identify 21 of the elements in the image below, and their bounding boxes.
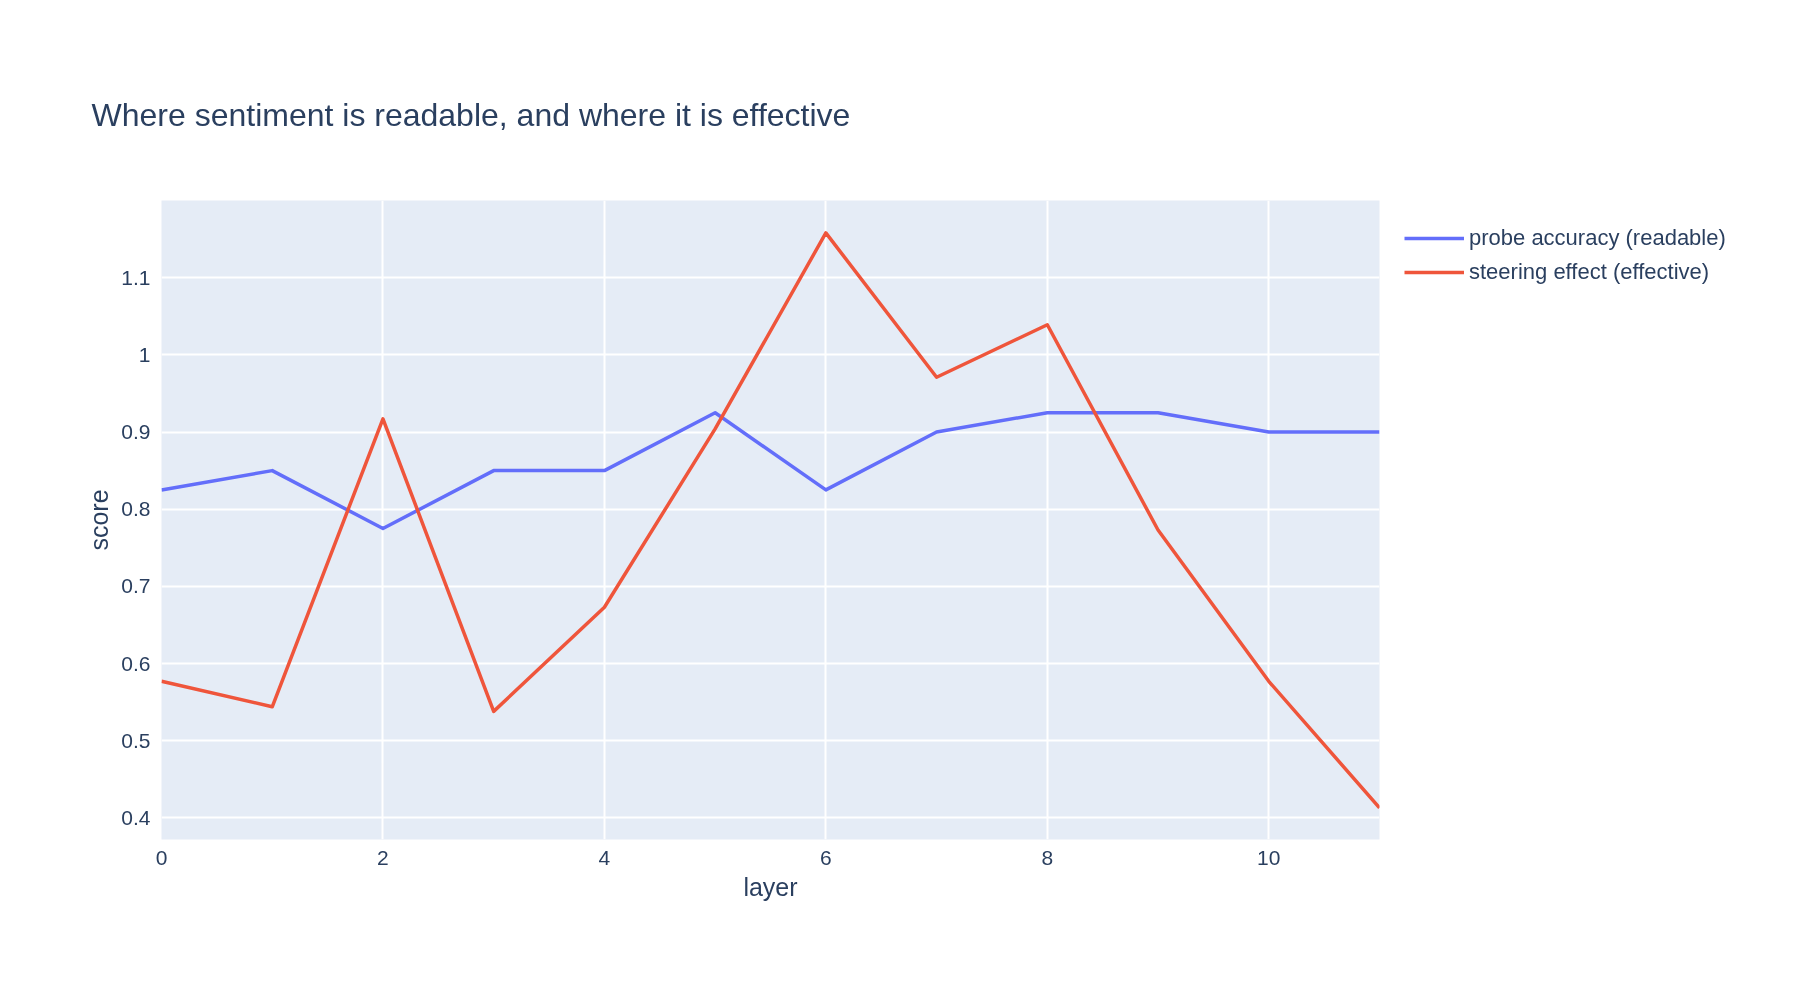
y-tick-label: 0.9 [121,420,151,444]
y-tick-label: 0.7 [121,574,151,598]
y-tick-label: 0.8 [121,497,151,521]
y-tick-label: 0.4 [121,805,151,829]
y-tick-label: 1.1 [121,265,151,289]
x-tick-label: 4 [598,845,611,869]
chart-title: Where sentiment is readable, and where it is effective [91,97,851,133]
legend-label: probe accuracy (readable) [1469,225,1726,251]
legend-label: steering effect (effective) [1469,259,1710,285]
x-tick-label: 8 [1041,845,1054,869]
y-tick-label: 0.5 [121,728,151,752]
y-axis-title: score [85,489,114,551]
x-tick-label: 10 [1257,845,1281,869]
y-tick-label: 1 [138,342,151,366]
y-tick-label: 0.6 [121,651,151,675]
x-tick-label: 6 [820,845,832,869]
line-series [161,231,1380,810]
x-axis-title: layer [743,872,798,901]
x-tick-label: 0 [155,845,168,869]
line-series [161,410,1380,531]
x-tick-label: 2 [377,845,389,869]
